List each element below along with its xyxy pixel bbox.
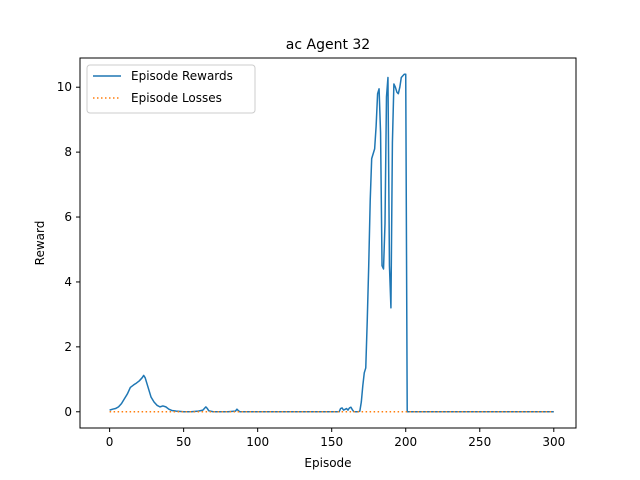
legend-label-episode-rewards: Episode Rewards — [131, 69, 233, 83]
y-tick-label: 4 — [64, 275, 72, 289]
x-tick-label: 150 — [320, 435, 343, 449]
legend: Episode Rewards Episode Losses — [86, 64, 256, 114]
x-tick-label: 300 — [542, 435, 565, 449]
x-tick-label: 250 — [468, 435, 491, 449]
y-tick-label: 10 — [57, 80, 72, 94]
plot-frame — [79, 57, 577, 429]
y-axis-label: Reward — [33, 221, 47, 266]
plot-lines — [109, 73, 554, 413]
x-axis-label: Episode — [304, 456, 351, 470]
series-line-episode-rewards — [109, 73, 554, 413]
legend-box — [86, 64, 256, 114]
y-tick-label: 6 — [64, 210, 72, 224]
x-tick-label: 200 — [394, 435, 417, 449]
x-tick-label: 100 — [246, 435, 269, 449]
x-tick-label: 0 — [106, 435, 114, 449]
chart-title: ac Agent 32 — [286, 37, 370, 53]
y-tick-label: 2 — [64, 340, 72, 354]
y-tick-label: 8 — [64, 145, 72, 159]
legend-label-episode-losses: Episode Losses — [131, 91, 222, 105]
y-tick-label: 0 — [64, 405, 72, 419]
x-axis-ticks: 0 50 100 150 200 250 300 — [106, 428, 565, 449]
x-tick-label: 50 — [176, 435, 191, 449]
y-axis-ticks: 0 2 4 6 8 10 — [57, 80, 80, 419]
